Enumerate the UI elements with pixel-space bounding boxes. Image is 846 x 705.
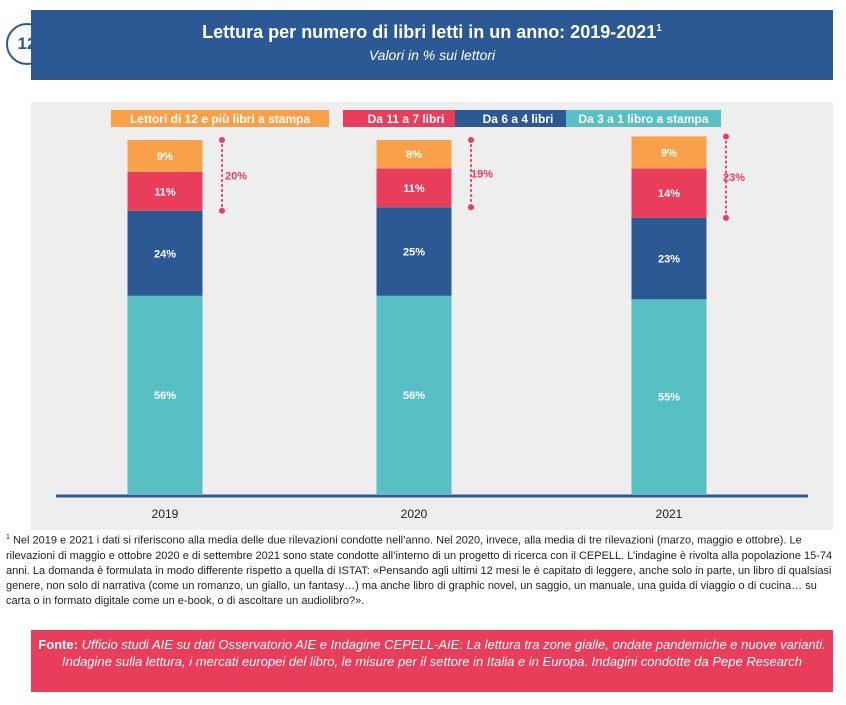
chart-area: Lettori di 12 e più libri a stampa Da 11 … (31, 102, 833, 530)
bracket-dot-bottom (219, 207, 225, 214)
bracket-dot-bottom (723, 214, 729, 221)
legend-swatch (455, 110, 581, 127)
footnote-text: Nel 2019 e 2021 i dati si riferiscono al… (6, 534, 833, 607)
data-label: 11% (154, 186, 176, 198)
data-label: 9% (661, 147, 677, 159)
source-box: Fonte: Ufficio studi AIE su dati Osserva… (31, 630, 833, 692)
bracket-annotation: 23% (723, 172, 745, 184)
bracket-dot-top (219, 137, 225, 143)
data-label: 56% (154, 390, 176, 402)
source-text: Ufficio studi AIE su dati Osservatorio A… (62, 637, 826, 669)
bar-segment (127, 171, 203, 211)
legend-label: Lettori di 12 e più libri a stampa (130, 112, 310, 126)
x-tick-label: 2019 (152, 507, 179, 521)
bracket-dot-top (468, 137, 474, 143)
legend-label: Da 3 a 1 libro a stampa (578, 112, 708, 126)
legend-swatch (111, 110, 329, 127)
data-label: 24% (154, 248, 176, 260)
bracket-annotation: 20% (225, 170, 247, 182)
x-tick-label: 2020 (401, 507, 428, 521)
legend-label: Da 11 a 7 libri (368, 112, 445, 126)
data-label: 56% (403, 390, 425, 402)
legend-swatch (343, 110, 469, 127)
data-label: 25% (403, 247, 425, 259)
bar-segment (631, 299, 707, 494)
bar-segment (376, 168, 452, 208)
bar-segment (631, 168, 707, 218)
bar-segment (631, 136, 707, 169)
bar-segment (376, 207, 452, 296)
bar-segment (127, 140, 203, 172)
data-label: 14% (658, 188, 680, 200)
bracket-annotation: 19% (471, 169, 493, 181)
data-label: 9% (157, 151, 173, 163)
bar-segment (127, 295, 203, 494)
stacked-bar-chart: Lettori di 12 e più libri a stampa Da 11 … (31, 102, 833, 530)
data-label: 55% (658, 392, 680, 404)
chart-header: Lettura per numero di libri letti in un … (31, 10, 833, 80)
data-label: 23% (658, 254, 680, 266)
legend-swatch (566, 110, 721, 127)
bar-segment (376, 140, 452, 169)
data-label: 11% (403, 183, 425, 195)
x-tick-label: 2021 (656, 507, 683, 521)
bracket-dot-bottom (468, 204, 474, 211)
legend-label: Da 6 a 4 libri (483, 112, 554, 126)
title-footnote-marker: 1 (656, 23, 662, 34)
bar-segment (376, 295, 452, 494)
source-label: Fonte: (38, 637, 78, 652)
bracket-dot-top (723, 133, 729, 140)
footnote-marker: 1 (6, 534, 10, 541)
bar-segment (631, 217, 707, 300)
bar-segment (127, 210, 203, 296)
data-label: 8% (406, 149, 422, 161)
footnote: 1 Nel 2019 e 2021 i dati si riferiscono … (6, 530, 836, 609)
chart-subtitle: Valori in % sui lettori (368, 47, 496, 63)
chart-title: Lettura per numero di libri letti in un … (202, 22, 662, 42)
